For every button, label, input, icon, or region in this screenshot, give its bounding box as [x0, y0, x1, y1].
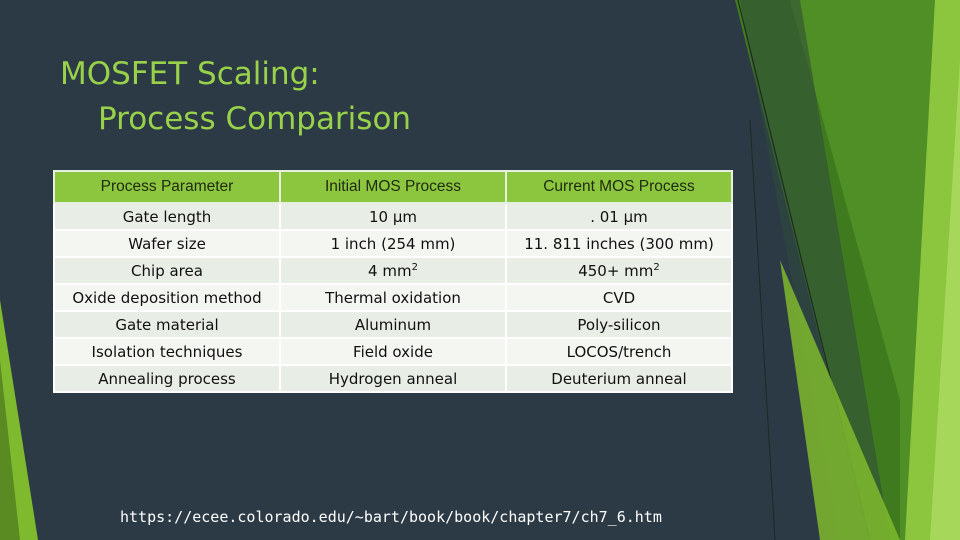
cell-param: Gate length	[53, 202, 281, 231]
slide-title-line2: Process Comparison	[98, 101, 412, 137]
header-initial-mos-process: Initial MOS Process	[279, 170, 507, 204]
bottom-green-wedge	[780, 260, 900, 540]
cell-current: . 01 µm	[505, 202, 733, 231]
cell-initial-text: 4 mm	[368, 261, 412, 280]
left-dark-wedge	[0, 360, 20, 540]
cell-current: LOCOS/trench	[505, 337, 733, 366]
cell-initial: 4 mm2	[279, 256, 507, 285]
header-current-mos-process: Current MOS Process	[505, 170, 733, 204]
cell-param: Chip area	[53, 256, 281, 285]
table-header-row: Process Parameter Initial MOS Process Cu…	[53, 170, 733, 204]
slide-title: MOSFET Scaling: Process Comparison	[60, 52, 411, 142]
cell-initial: Aluminum	[279, 310, 507, 339]
right-lime-strip	[930, 60, 960, 540]
cell-current-text: 450+ mm	[578, 261, 654, 280]
source-url-link[interactable]: https://ecee.colorado.edu/~bart/book/boo…	[120, 508, 662, 526]
cell-param: Oxide deposition method	[53, 283, 281, 312]
table-row: Gate material Aluminum Poly-silicon	[53, 310, 733, 339]
cell-current: Poly-silicon	[505, 310, 733, 339]
right-thin-line-2	[749, 119, 776, 540]
process-comparison-table: Process Parameter Initial MOS Process Cu…	[53, 170, 733, 393]
table-row: Chip area 4 mm2 450+ mm2	[53, 256, 733, 285]
header-process-parameter: Process Parameter	[53, 170, 281, 204]
cell-initial: Field oxide	[279, 337, 507, 366]
table-row: Annealing process Hydrogen anneal Deuter…	[53, 364, 733, 393]
cell-initial: Hydrogen anneal	[279, 364, 507, 393]
cell-param: Wafer size	[53, 229, 281, 258]
cell-param: Isolation techniques	[53, 337, 281, 366]
slide-title-line1: MOSFET Scaling:	[60, 56, 320, 92]
cell-current-superscript: 2	[653, 261, 660, 273]
table-row: Gate length 10 µm . 01 µm	[53, 202, 733, 231]
table-row: Oxide deposition method Thermal oxidatio…	[53, 283, 733, 312]
cell-initial: 10 µm	[279, 202, 507, 231]
right-dark-slate-wedge	[740, 0, 890, 540]
cell-current: 11. 811 inches (300 mm)	[505, 229, 733, 258]
cell-param: Gate material	[53, 310, 281, 339]
cell-initial: Thermal oxidation	[279, 283, 507, 312]
cell-current: CVD	[505, 283, 733, 312]
table-row: Isolation techniques Field oxide LOCOS/t…	[53, 337, 733, 366]
cell-initial: 1 inch (254 mm)	[279, 229, 507, 258]
cell-param: Annealing process	[53, 364, 281, 393]
table-row: Wafer size 1 inch (254 mm) 11. 811 inche…	[53, 229, 733, 258]
cell-initial-superscript: 2	[411, 261, 418, 273]
cell-current: Deuterium anneal	[505, 364, 733, 393]
cell-current: 450+ mm2	[505, 256, 733, 285]
